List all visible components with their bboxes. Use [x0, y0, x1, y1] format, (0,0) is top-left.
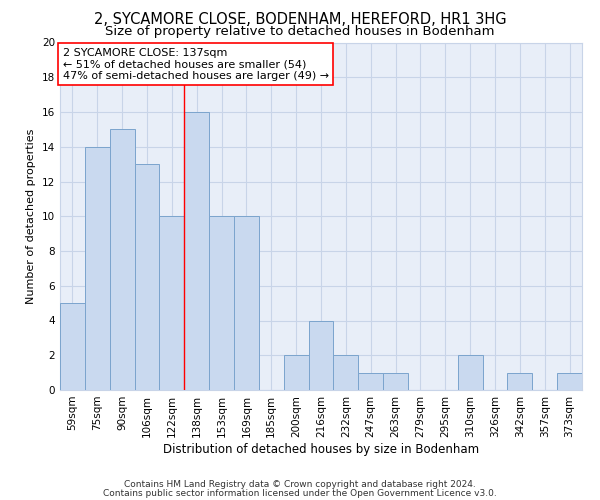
Bar	[110, 130, 134, 390]
Bar	[209, 216, 234, 390]
Bar	[234, 216, 259, 390]
Text: Contains HM Land Registry data © Crown copyright and database right 2024.: Contains HM Land Registry data © Crown c…	[124, 480, 476, 489]
Bar	[284, 355, 308, 390]
Bar	[458, 355, 482, 390]
Bar	[308, 320, 334, 390]
Text: Size of property relative to detached houses in Bodenham: Size of property relative to detached ho…	[105, 25, 495, 38]
Bar	[334, 355, 358, 390]
Bar	[60, 303, 85, 390]
Bar	[358, 372, 383, 390]
Text: Contains public sector information licensed under the Open Government Licence v3: Contains public sector information licen…	[103, 489, 497, 498]
Bar	[160, 216, 184, 390]
Bar	[383, 372, 408, 390]
Y-axis label: Number of detached properties: Number of detached properties	[26, 128, 37, 304]
Text: 2 SYCAMORE CLOSE: 137sqm
← 51% of detached houses are smaller (54)
47% of semi-d: 2 SYCAMORE CLOSE: 137sqm ← 51% of detach…	[62, 48, 329, 81]
Text: 2, SYCAMORE CLOSE, BODENHAM, HEREFORD, HR1 3HG: 2, SYCAMORE CLOSE, BODENHAM, HEREFORD, H…	[94, 12, 506, 28]
Bar	[557, 372, 582, 390]
Bar	[184, 112, 209, 390]
Bar	[508, 372, 532, 390]
X-axis label: Distribution of detached houses by size in Bodenham: Distribution of detached houses by size …	[163, 442, 479, 456]
Bar	[134, 164, 160, 390]
Bar	[85, 147, 110, 390]
